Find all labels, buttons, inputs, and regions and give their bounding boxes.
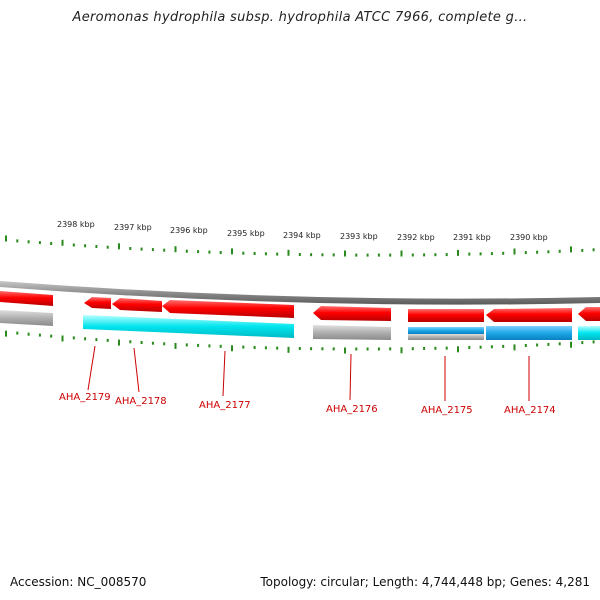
- gene-label-aha-2174[interactable]: AHA_2174: [504, 405, 556, 416]
- pseudo-feature-left[interactable]: [0, 310, 53, 326]
- cds-track-red: [0, 291, 600, 322]
- ruler-label-2393: 2393 kbp: [340, 232, 378, 241]
- genome-title: Aeromonas hydrophila subsp. hydrophila A…: [72, 10, 528, 25]
- leader-aha-2179: [87, 345, 96, 391]
- pseudo-feature-aha-2176[interactable]: [313, 325, 391, 340]
- ruler-ticks-upper: [5, 235, 595, 257]
- rna-feature-aha-2175[interactable]: [408, 327, 484, 334]
- rna-feature-right-edge[interactable]: [578, 326, 600, 340]
- ruler-label-2398: 2398 kbp: [57, 220, 95, 229]
- gene-arrow-aha-2174[interactable]: [486, 308, 572, 322]
- rna-feature-aha-2174[interactable]: [486, 326, 572, 340]
- leader-aha-2177: [222, 350, 226, 397]
- leader-aha-2176: [349, 353, 352, 401]
- feature-track-lower: [0, 310, 600, 340]
- genome-summary: Topology: circular; Length: 4,744,448 bp…: [260, 575, 590, 589]
- gene-labels: AHA_2179 AHA_2178 AHA_2177 AHA_2176 AHA_…: [59, 392, 556, 416]
- ruler-label-2392: 2392 kbp: [397, 233, 435, 242]
- leader-aha-2178: [133, 347, 140, 393]
- rna-feature-aha-2178[interactable]: [83, 315, 294, 338]
- ruler-ticks-lower: [5, 330, 595, 354]
- pseudo-feature-aha-2175[interactable]: [408, 334, 484, 340]
- gene-arrow-aha-2175[interactable]: [408, 309, 484, 322]
- gene-label-aha-2178[interactable]: AHA_2178: [115, 396, 167, 407]
- gene-arrow-right-edge[interactable]: [578, 307, 600, 321]
- gene-label-aha-2177[interactable]: AHA_2177: [199, 400, 251, 411]
- ruler-label-2391: 2391 kbp: [453, 233, 491, 242]
- accession-label: Accession: NC_008570: [10, 575, 147, 589]
- ruler-label-2394: 2394 kbp: [283, 231, 321, 240]
- gene-arrow-left-edge[interactable]: [0, 291, 53, 306]
- gene-leader-lines: [87, 345, 530, 401]
- ruler-labels: 2398 kbp 2397 kbp 2396 kbp 2395 kbp 2394…: [57, 220, 548, 242]
- gene-arrow-aha-2176[interactable]: [313, 306, 391, 321]
- gene-arrow-aha-2178[interactable]: [112, 298, 162, 312]
- ruler-label-2396: 2396 kbp: [170, 226, 208, 235]
- gene-arrow-aha-2177[interactable]: [162, 300, 294, 318]
- gene-arrow-aha-2179[interactable]: [84, 297, 111, 309]
- ruler-label-2397: 2397 kbp: [114, 223, 152, 232]
- gene-label-aha-2176[interactable]: AHA_2176: [326, 404, 378, 415]
- genome-backbone: [0, 281, 600, 305]
- gene-label-aha-2179[interactable]: AHA_2179: [59, 392, 111, 403]
- gene-label-aha-2175[interactable]: AHA_2175: [421, 405, 473, 416]
- ruler-label-2390: 2390 kbp: [510, 233, 548, 242]
- ruler-label-2395: 2395 kbp: [227, 229, 265, 238]
